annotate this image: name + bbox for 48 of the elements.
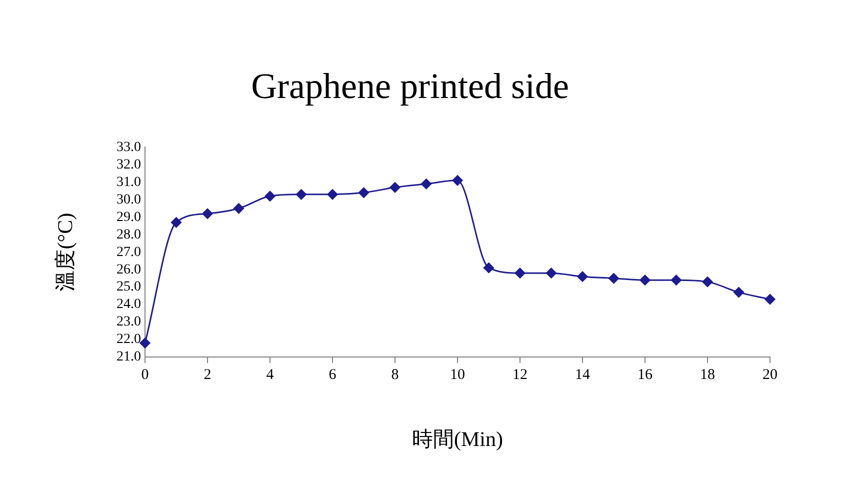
point: [264, 190, 276, 202]
y-tick-label: 21.0: [116, 350, 141, 365]
point: [421, 178, 432, 190]
x-tick-label: 0: [141, 366, 149, 383]
point: [484, 262, 494, 274]
point: [734, 287, 744, 298]
point: [671, 274, 682, 286]
x-tick-label: 16: [638, 366, 653, 383]
point: [327, 189, 338, 200]
point: [234, 203, 244, 214]
y-tick-label: 31.0: [116, 174, 141, 190]
x-tick-label: 10: [450, 366, 465, 383]
x-tick-label: 14: [575, 366, 590, 383]
y-tick-label: 24.0: [116, 297, 141, 312]
y-tick-label: 32.0: [116, 157, 141, 172]
point: [452, 175, 463, 186]
x-tick-label: 20: [762, 366, 778, 383]
y-tick-label: 30.0: [116, 192, 141, 208]
y-tick-label: 33.0: [116, 140, 141, 155]
chart-title: Graphene printed side: [251, 66, 569, 106]
y-tick-label: 28.0: [116, 227, 141, 242]
point: [296, 189, 306, 200]
x-tick-label: 18: [700, 366, 715, 383]
point: [546, 268, 556, 278]
y-axis-title: 溫度(°C): [53, 212, 78, 292]
y-tick-label: 23.0: [116, 314, 141, 330]
x-tick-label: 12: [512, 366, 528, 383]
y-tick-label: 27.0: [116, 244, 141, 260]
y-tick-label: 26.0: [116, 262, 141, 278]
point: [390, 182, 400, 193]
point: [702, 276, 713, 288]
point: [514, 268, 526, 278]
x-tick-label: 6: [328, 366, 337, 383]
point: [577, 271, 588, 282]
point: [140, 338, 150, 348]
point: [640, 274, 650, 286]
x-tick-label: 2: [204, 366, 212, 383]
x-tick-label: 8: [391, 366, 399, 383]
x-axis-title: 時間(Min): [412, 426, 503, 451]
point: [764, 294, 776, 305]
point: [358, 187, 369, 198]
point: [202, 208, 213, 219]
y-tick-label: 29.0: [116, 210, 141, 225]
y-tick-label: 22.0: [116, 332, 141, 348]
point: [171, 217, 182, 228]
y-tick-label: 25.0: [116, 280, 141, 295]
x-tick-label: 4: [266, 366, 274, 383]
point: [608, 273, 619, 284]
